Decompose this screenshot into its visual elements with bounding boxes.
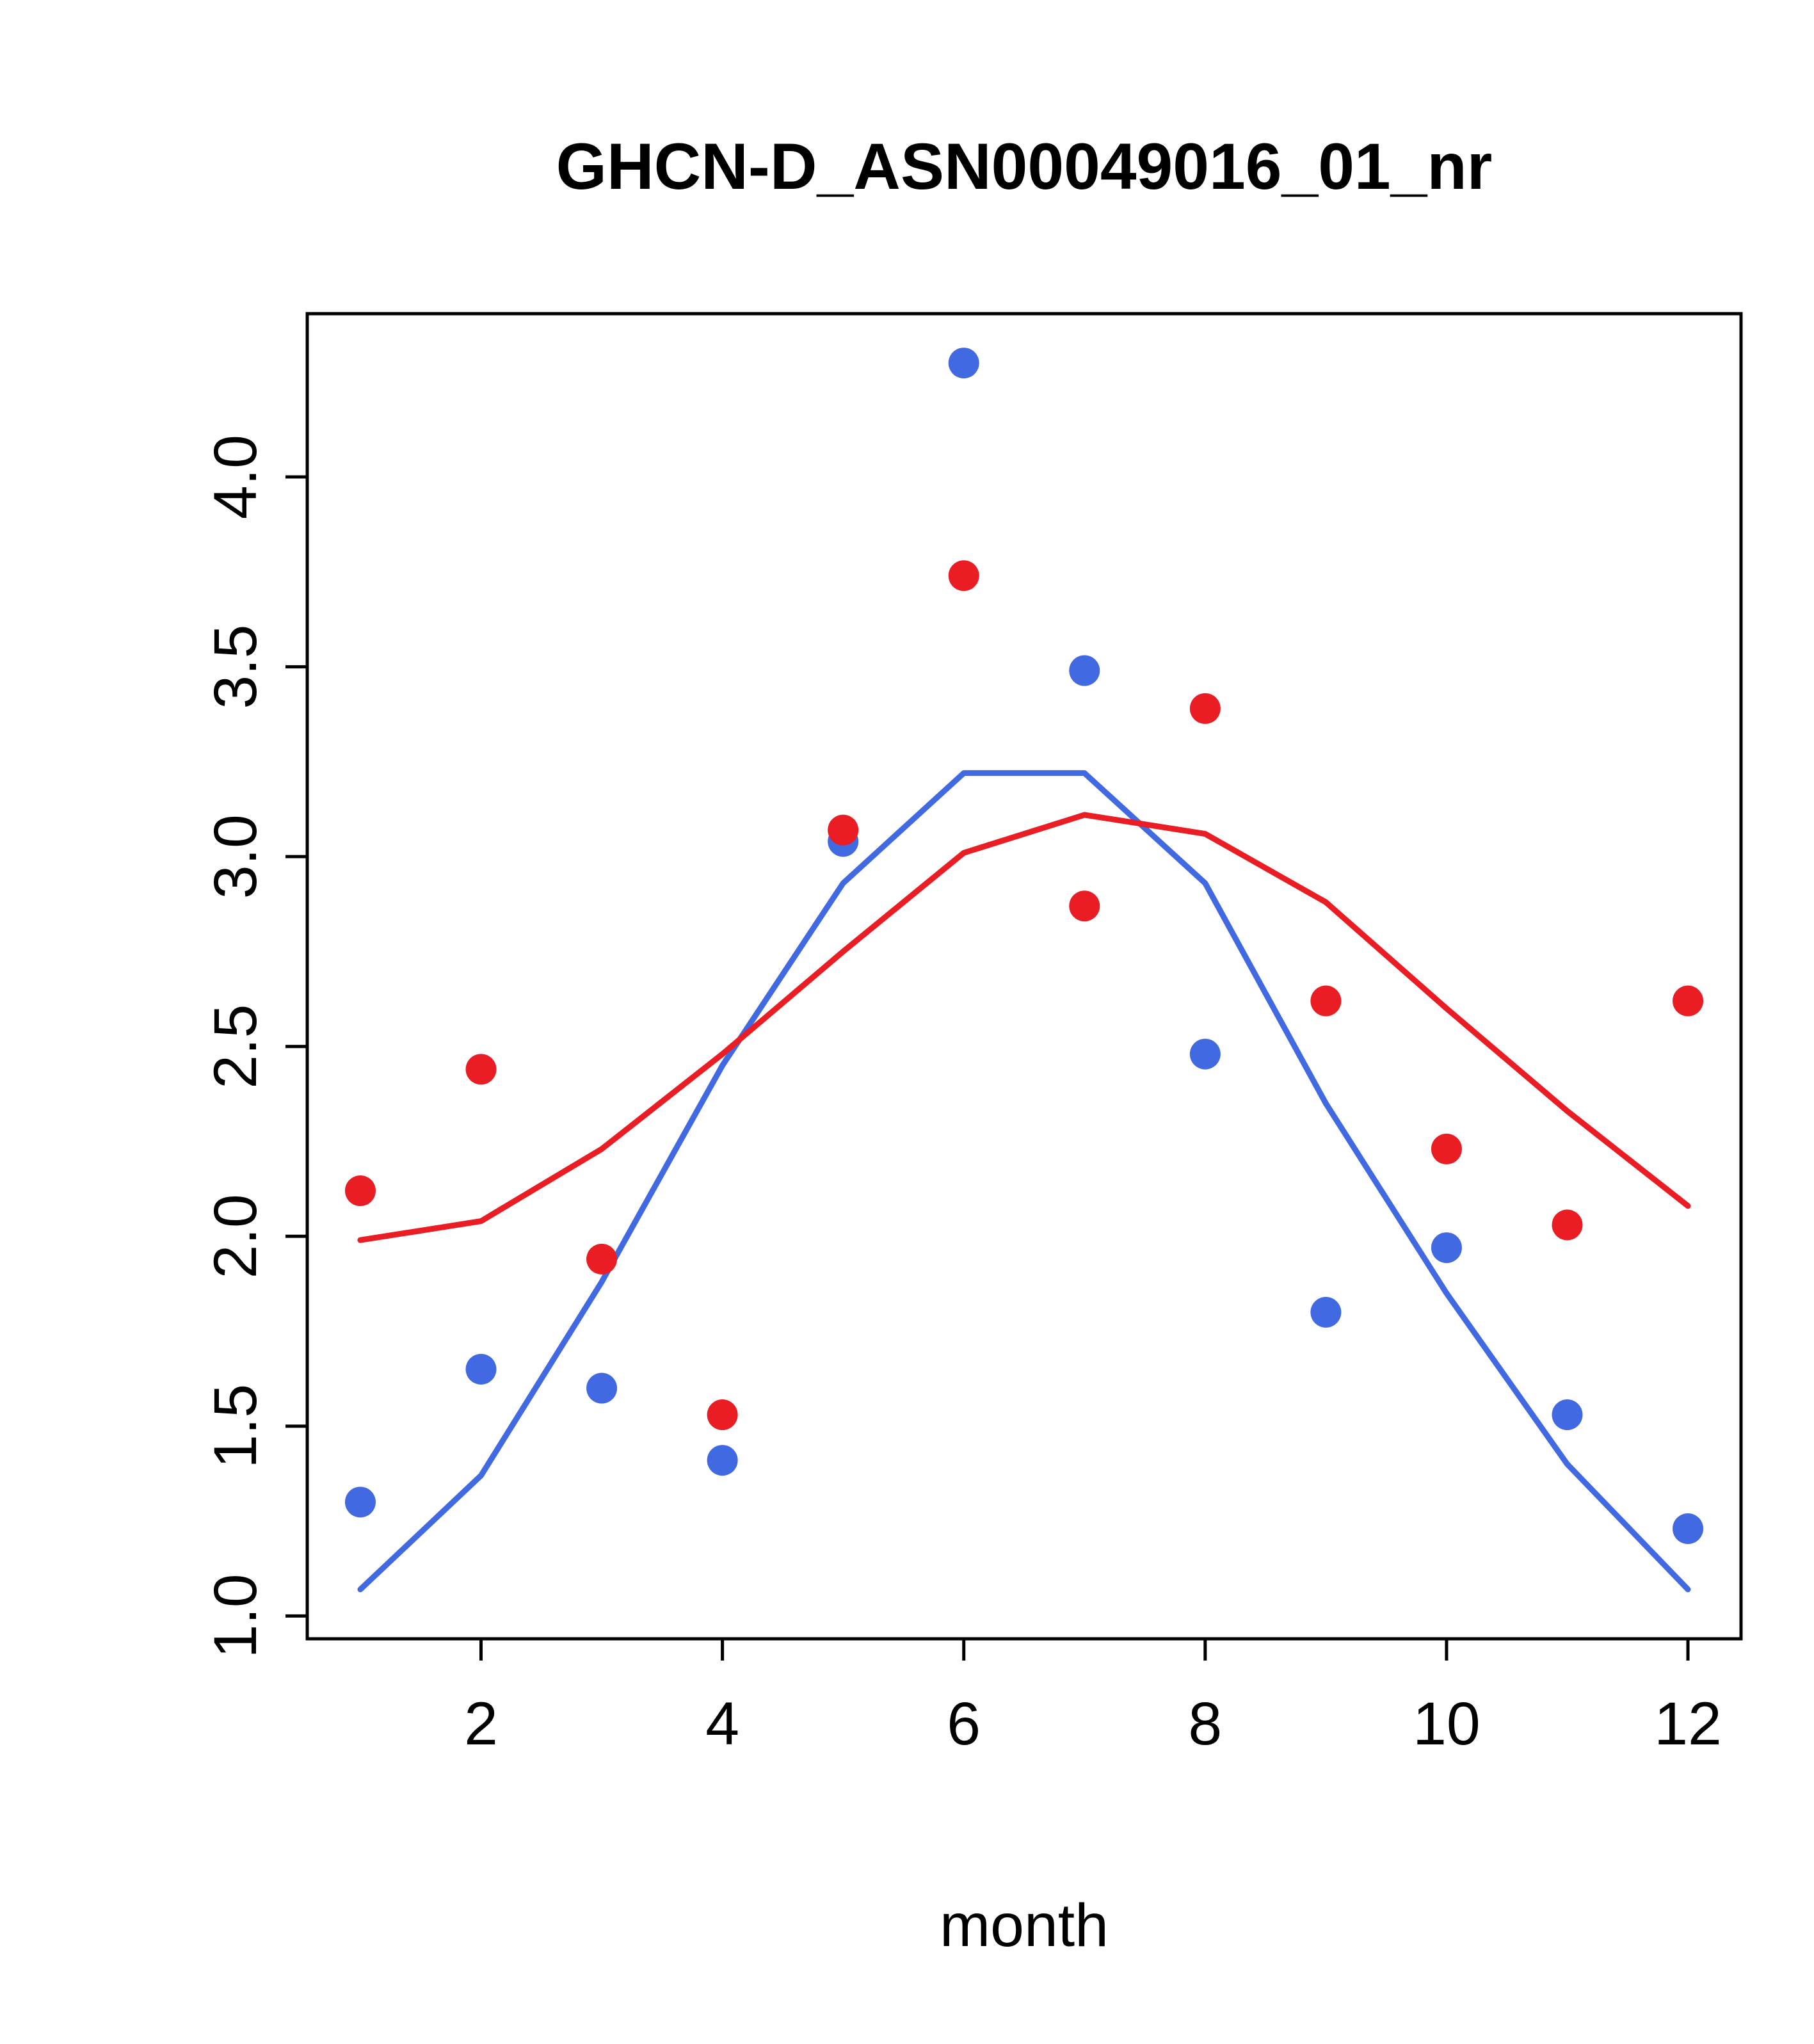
blue-points-marker bbox=[1673, 1513, 1704, 1544]
red-points-marker bbox=[828, 814, 859, 846]
x-tick-label: 12 bbox=[1654, 1690, 1722, 1758]
plot-box bbox=[305, 312, 1743, 1641]
blue-points-marker bbox=[344, 1486, 376, 1518]
blue-points-marker bbox=[1310, 1296, 1342, 1328]
x-tick-label: 10 bbox=[1413, 1690, 1481, 1758]
y-tick-label: 3.0 bbox=[202, 814, 269, 899]
x-axis: 2 4 6 8 10 12 bbox=[464, 1639, 1722, 1758]
blue-points-marker bbox=[1431, 1232, 1462, 1264]
red-points-marker bbox=[586, 1243, 618, 1275]
blue-line bbox=[357, 770, 1691, 1593]
red-points-marker bbox=[465, 1054, 497, 1085]
red-points-marker bbox=[1431, 1133, 1462, 1164]
red-points-marker bbox=[1069, 890, 1100, 922]
blue-points-marker bbox=[1552, 1399, 1583, 1431]
x-tick-label: 6 bbox=[947, 1690, 981, 1758]
red-points-marker bbox=[1310, 985, 1342, 1017]
x-axis-title: month bbox=[940, 1892, 1109, 1960]
x-tick-label: 4 bbox=[705, 1690, 739, 1758]
red-points-marker bbox=[344, 1175, 376, 1207]
y-tick-label: 2.0 bbox=[202, 1194, 269, 1278]
blue-points-marker bbox=[1189, 1038, 1221, 1070]
red-points-marker bbox=[1189, 693, 1221, 724]
y-tick-label: 1.0 bbox=[202, 1573, 269, 1658]
y-tick-label: 4.0 bbox=[202, 435, 269, 519]
red-points-marker bbox=[707, 1399, 738, 1431]
blue-points-marker bbox=[948, 348, 979, 379]
red-line bbox=[357, 812, 1691, 1243]
red-points-marker bbox=[1673, 985, 1704, 1017]
blue-points-marker bbox=[465, 1353, 497, 1385]
plot-area: 2 4 6 8 10 12 1.0 1.5 2.0 2.5 3.0 3.5 4.0 bbox=[202, 312, 1743, 1758]
chart-title: GHCN-D_ASN00049016_01_nr bbox=[556, 130, 1493, 203]
blue-points-marker bbox=[586, 1372, 618, 1404]
red-points-marker bbox=[948, 560, 979, 591]
x-tick-label: 2 bbox=[464, 1690, 498, 1758]
red-points-marker bbox=[1552, 1209, 1583, 1241]
blue-points-marker bbox=[1069, 655, 1100, 686]
blue-points bbox=[344, 348, 1704, 1544]
y-axis: 1.0 1.5 2.0 2.5 3.0 3.5 4.0 bbox=[202, 435, 307, 1658]
y-tick-label: 3.5 bbox=[202, 625, 269, 709]
blue-points-marker bbox=[707, 1445, 738, 1476]
y-tick-label: 2.5 bbox=[202, 1004, 269, 1089]
y-tick-label: 1.5 bbox=[202, 1384, 269, 1469]
red-points bbox=[344, 560, 1704, 1431]
x-tick-label: 8 bbox=[1188, 1690, 1222, 1758]
